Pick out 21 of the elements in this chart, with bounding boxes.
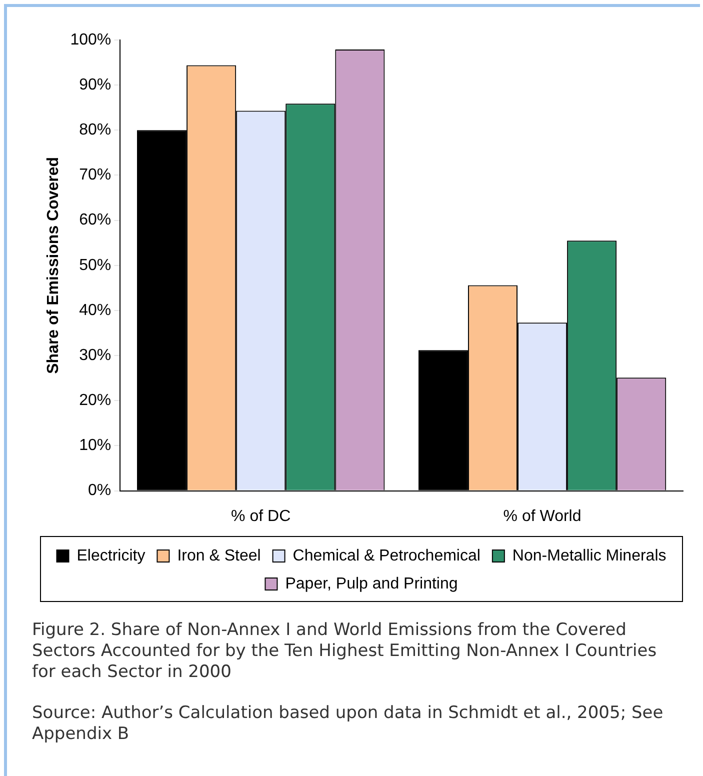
y-tick-label: 90% [79, 76, 112, 94]
caption: Figure 2. Share of Non-Annex I and World Emissions from the Covered Sectors Accounted for by the Ten Highest Emitting Non-Annex I Countries for each Sector in 2000 [32, 620, 658, 683]
y-axis-title: Share of Emissions Covered [45, 156, 62, 374]
legend-label: Chemical & Petrochemical [292, 547, 480, 564]
y-tick-label: 0% [88, 482, 112, 500]
y-tick-label: 50% [79, 256, 112, 274]
legend-label: Paper, Pulp and Printing [285, 575, 458, 592]
legend-label: Non-Metallic Minerals [512, 547, 666, 564]
y-tick-label: 60% [79, 212, 112, 229]
legend-label: Electricity [76, 547, 146, 564]
y-tick-label: 100% [70, 31, 112, 48]
y-tick-label: 80% [79, 122, 112, 139]
x-tick-label: % of DC [231, 508, 291, 525]
x-tick-label: % of World [503, 508, 582, 525]
y-tick-label: 30% [79, 346, 112, 364]
y-tick-label: 40% [79, 302, 112, 319]
y-tick-label: 10% [79, 437, 112, 454]
legend-label: Iron & Steel [177, 547, 261, 564]
source-note: Source: Author’s Calculation based upon data in Schmidt et al., 2005; See Appendix B [32, 703, 664, 745]
y-tick-label: 70% [79, 166, 112, 184]
y-tick-label: 20% [79, 392, 112, 410]
